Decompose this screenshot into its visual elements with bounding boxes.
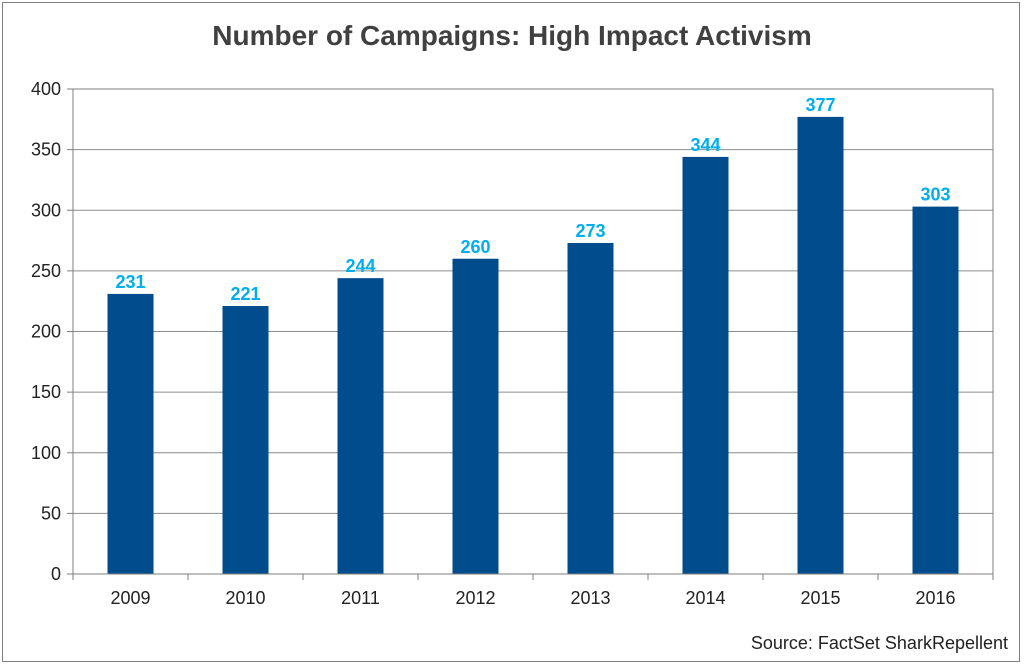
data-label-2014: 344 [690,135,720,155]
y-tick-label: 400 [31,79,61,99]
data-label-2013: 273 [575,221,605,241]
data-label-2011: 244 [345,256,375,276]
bar-2009 [107,293,154,574]
data-label-2016: 303 [920,185,950,205]
bar-2016 [912,206,959,575]
x-tick-label-2010: 2010 [225,588,265,608]
y-tick-label: 250 [31,261,61,281]
bar-2011 [337,278,384,574]
data-label-2009: 231 [115,272,145,292]
labels: 0 50 100 150 200 250 300 350 400 231 2009 221 2010 24… [31,79,956,608]
bar-2010 [222,306,269,574]
data-label-2012: 260 [460,237,490,257]
data-label-2010: 221 [230,284,260,304]
x-tick-label-2014: 2014 [685,588,725,608]
x-tick-label-2016: 2016 [915,588,955,608]
x-tick-label-2015: 2015 [800,588,840,608]
y-tick-label: 150 [31,382,61,402]
y-tick-label: 200 [31,322,61,342]
x-tick-label-2013: 2013 [570,588,610,608]
bar-2012 [452,258,499,574]
bar-2015 [797,116,844,574]
x-tick-label-2009: 2009 [110,588,150,608]
y-tick-label: 50 [41,503,61,523]
axes [67,88,994,580]
x-tick-label-2011: 2011 [341,588,380,608]
gridlines [73,149,993,514]
bar-2013 [567,242,614,575]
bar-2014 [682,156,729,574]
y-tick-label: 350 [31,140,61,160]
y-tick-label: 300 [31,200,61,220]
data-label-2015: 377 [805,95,835,115]
y-tick-label: 100 [31,443,61,463]
source-note: Source: FactSet SharkRepellent [750,633,1008,653]
bars [107,116,959,575]
y-tick-label: 0 [51,564,61,584]
x-tick-label-2012: 2012 [455,588,495,608]
chart-title: Number of Campaigns: High Impact Activis… [212,20,812,51]
